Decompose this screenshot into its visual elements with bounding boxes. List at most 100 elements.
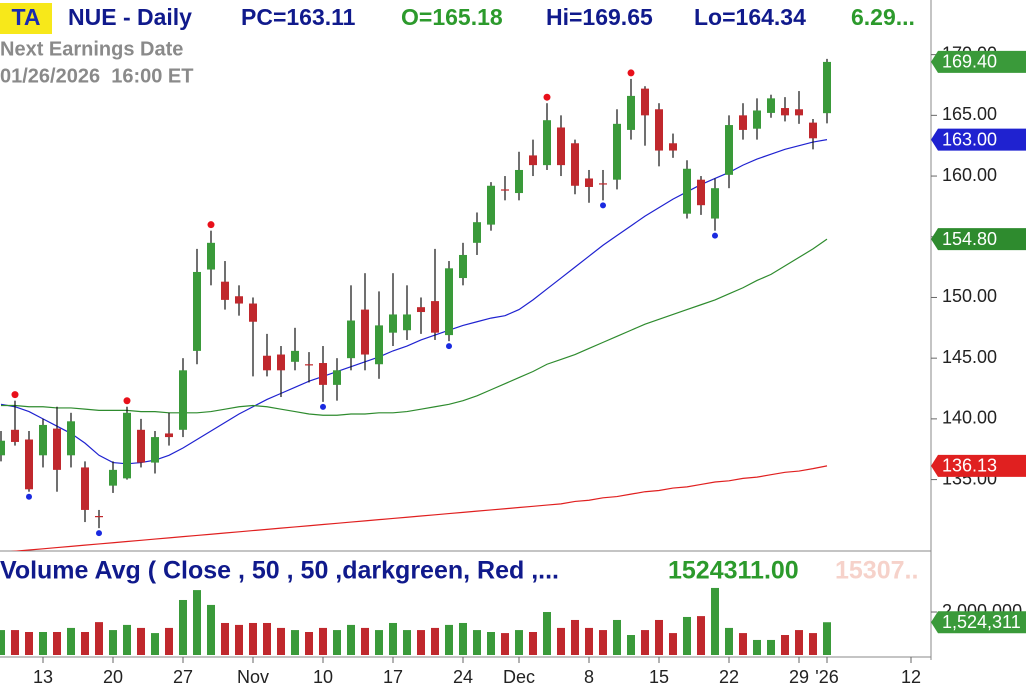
y-tick-label: 160.00 (942, 165, 997, 185)
volume-bar (207, 604, 215, 655)
volume-bar (95, 622, 103, 655)
volume-bar (0, 630, 5, 655)
candle-body (585, 178, 593, 187)
volume-bar (487, 632, 495, 655)
candle-body (417, 307, 425, 313)
swing-high-dot (543, 93, 551, 101)
volume-bar (697, 616, 705, 655)
swing-low-dot (320, 403, 326, 410)
volume-bar (249, 622, 257, 655)
swing-low-dot (600, 202, 606, 209)
volume-bar (473, 630, 481, 655)
swing-low-dot (96, 530, 102, 537)
candle-body (0, 440, 5, 456)
candle-body (179, 370, 187, 430)
volume-bar (585, 627, 593, 655)
volume-bar (123, 624, 131, 655)
volume-bar (109, 630, 117, 655)
volume-title: Volume Avg ( Close , 50 , 50 ,darkgreen,… (0, 557, 559, 585)
volume-bar (179, 599, 187, 655)
volume-bar (263, 622, 271, 655)
candle-body (613, 123, 621, 180)
volume-bar (515, 630, 523, 655)
candle-body (319, 363, 327, 385)
high: Hi=169.65 (546, 4, 653, 30)
x-tick-label: 22 (719, 667, 739, 687)
badge-bg (0, 3, 52, 34)
y-tick-label: 165.00 (942, 104, 997, 124)
volume-bar (501, 633, 509, 655)
value-tag (931, 50, 1026, 73)
candle-body (25, 439, 33, 490)
x-tick-label: 29 (789, 667, 809, 687)
volume-bar (39, 632, 47, 655)
candle-body (221, 281, 229, 300)
volume-bar (655, 619, 663, 655)
volume-bar (417, 630, 425, 655)
symbol: NUE - Daily (68, 4, 192, 30)
candle-body (823, 61, 831, 114)
volume-bar (431, 627, 439, 655)
volume-avg: 15307.. (835, 557, 918, 585)
volume-bar (683, 616, 691, 655)
volume-bar (193, 590, 201, 655)
swing-high-dot (627, 69, 635, 77)
volume-bar (165, 627, 173, 655)
volume-bar (333, 630, 341, 655)
candle-body (809, 122, 817, 139)
swing-high-dot (207, 221, 215, 229)
volume-bar (641, 630, 649, 655)
volume-bar (137, 627, 145, 655)
volume-bar (305, 632, 313, 655)
header: TA NUE - Daily PC=163.11 O=165.18 Hi=169… (0, 3, 918, 585)
y-tick-label: 140.00 (942, 408, 997, 428)
candle-body (291, 350, 299, 362)
open: O=165.18 (401, 4, 503, 30)
candle-body (11, 429, 19, 442)
candle-body (193, 271, 201, 351)
candle-body (459, 254, 467, 279)
candle-body (95, 516, 103, 518)
candle-body (389, 314, 397, 333)
volume-value: 1524311.00 (668, 557, 799, 585)
candle-body (431, 301, 439, 333)
volume-bar (361, 627, 369, 655)
candle-body (711, 188, 719, 219)
candle-body (655, 109, 663, 151)
candle-body (53, 428, 61, 470)
candle-body (753, 110, 761, 129)
volume-bar (823, 622, 831, 655)
candle-body (725, 125, 733, 175)
y-tick-label: 145.00 (942, 347, 997, 367)
candle-body (557, 127, 565, 166)
candle-body (277, 354, 285, 371)
x-tick-label: 24 (453, 667, 473, 687)
x-tick-label: '26 (815, 667, 838, 687)
x-tick-label: 20 (103, 667, 123, 687)
value-tag (931, 228, 1026, 251)
candle-body (347, 320, 355, 359)
volume-bar (291, 630, 299, 655)
value-tag-label: 169.40 (942, 52, 997, 72)
volume-bar (529, 632, 537, 655)
candle-body (165, 433, 173, 438)
volume-bar (613, 619, 621, 655)
volume-bar (459, 622, 467, 655)
value-tag (931, 611, 1026, 634)
change: 6.29... (851, 4, 915, 30)
volume-bar (81, 632, 89, 655)
candle-body (767, 98, 775, 113)
candle-body (123, 412, 131, 479)
earnings-date: 01/26/2026 16:00 ET (0, 65, 193, 87)
volume-panel (0, 587, 831, 655)
candle-body (375, 325, 383, 365)
volume-bar (725, 627, 733, 655)
candle-body (137, 429, 145, 463)
candle-body (67, 421, 75, 456)
candle-body (571, 143, 579, 186)
volume-bar (445, 624, 453, 655)
volume-bar (753, 639, 761, 655)
moving-average (10, 465, 828, 551)
